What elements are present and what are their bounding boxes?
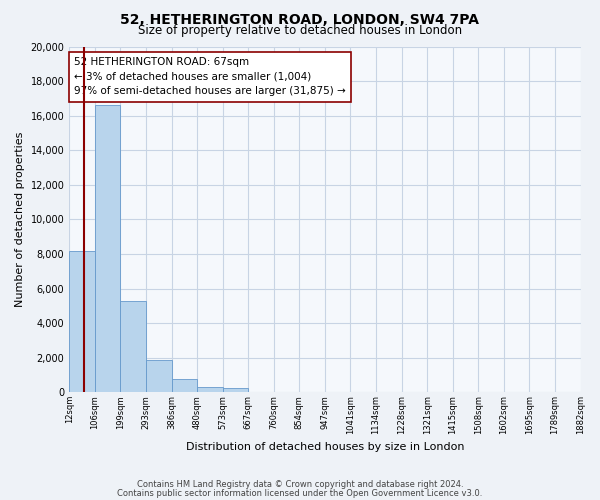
Bar	[223, 388, 248, 392]
Bar	[95, 106, 121, 393]
Text: Contains HM Land Registry data © Crown copyright and database right 2024.: Contains HM Land Registry data © Crown c…	[137, 480, 463, 489]
Bar	[146, 360, 172, 392]
Text: 52 HETHERINGTON ROAD: 67sqm
← 3% of detached houses are smaller (1,004)
97% of s: 52 HETHERINGTON ROAD: 67sqm ← 3% of deta…	[74, 57, 346, 96]
Y-axis label: Number of detached properties: Number of detached properties	[15, 132, 25, 307]
Bar	[69, 250, 95, 392]
X-axis label: Distribution of detached houses by size in London: Distribution of detached houses by size …	[185, 442, 464, 452]
Text: Contains public sector information licensed under the Open Government Licence v3: Contains public sector information licen…	[118, 488, 482, 498]
Text: Size of property relative to detached houses in London: Size of property relative to detached ho…	[138, 24, 462, 37]
Text: 52, HETHERINGTON ROAD, LONDON, SW4 7PA: 52, HETHERINGTON ROAD, LONDON, SW4 7PA	[121, 12, 479, 26]
Bar	[121, 300, 146, 392]
Bar	[197, 388, 223, 392]
Bar	[172, 380, 197, 392]
